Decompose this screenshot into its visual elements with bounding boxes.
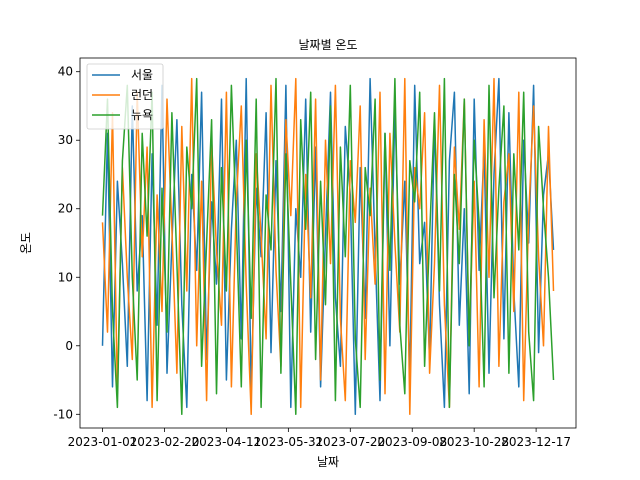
y-tick-label: 10 <box>58 270 73 284</box>
x-tick-label: 2023-02-20 <box>130 435 200 449</box>
y-tick-label: -10 <box>53 407 73 421</box>
chart-title: 날짜별 온도 <box>298 38 357 52</box>
x-tick-label: 2023-09-08 <box>377 435 447 449</box>
legend-label-2: 뉴욕 <box>131 108 153 122</box>
plot-frame <box>79 57 577 429</box>
series-line-0 <box>101 77 555 416</box>
x-axis: 2023-01-012023-02-202023-04-112023-05-31… <box>68 428 571 449</box>
x-tick-label: 2023-12-17 <box>501 435 571 449</box>
series-layer <box>101 77 555 416</box>
y-tick-label: 40 <box>58 65 73 79</box>
legend-label-1: 런던 <box>131 88 153 102</box>
y-tick-label: 0 <box>65 339 73 353</box>
y-axis: -10 0 10 20 30 40 <box>53 65 80 421</box>
y-axis-title: 온도 <box>19 232 33 254</box>
plot-area <box>101 77 555 416</box>
y-tick-label: 20 <box>58 202 73 216</box>
x-tick-label: 2023-05-31 <box>253 435 323 449</box>
x-tick-label: 2023-07-20 <box>315 435 385 449</box>
x-tick-label: 2023-04-11 <box>192 435 262 449</box>
x-tick-label: 2023-10-28 <box>439 435 509 449</box>
legend-box <box>86 63 164 130</box>
series-line-2 <box>101 77 555 416</box>
x-axis-title: 날짜 <box>317 455 339 469</box>
y-tick-label: 30 <box>58 133 73 147</box>
x-tick-label: 2023-01-01 <box>68 435 138 449</box>
legend-label-0: 서울 <box>131 68 153 82</box>
